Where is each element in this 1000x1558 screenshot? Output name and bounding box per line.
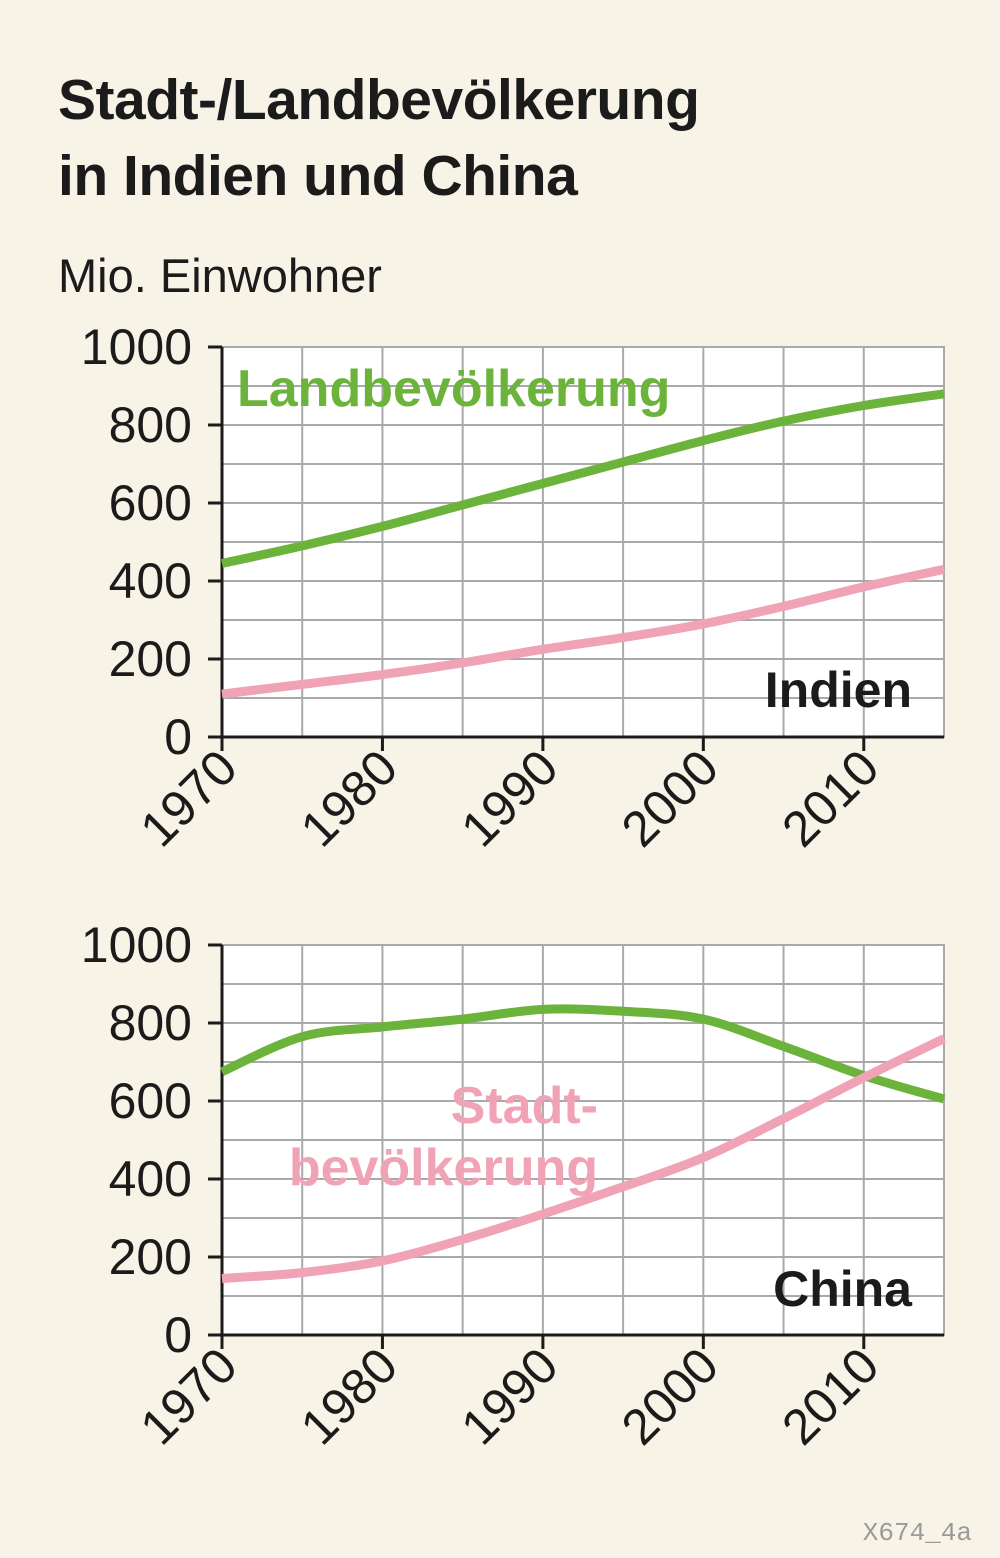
y-tick-label: 0 [164, 709, 192, 765]
series-line-stadt [221, 564, 945, 699]
y-tick-label: 200 [109, 1229, 192, 1285]
panel-label: China [773, 1261, 913, 1317]
x-tick-label: 1990 [450, 1337, 568, 1455]
y-tick-label: 200 [109, 631, 192, 687]
series-line-land [220, 1004, 946, 1104]
chart-title-line-1: Stadt-/Landbevölkerung [58, 68, 700, 132]
chart-title: Stadt-/Landbevölkerung in Indien und Chi… [58, 62, 700, 214]
x-tick-label: 1980 [290, 1337, 408, 1455]
y-tick-label: 400 [109, 1151, 192, 1207]
y-tick-label: 600 [109, 475, 192, 531]
series-label: bevölkerung [289, 1139, 598, 1197]
y-tick-label: 800 [109, 397, 192, 453]
series-line-land [221, 389, 945, 568]
series-label: Stadt- [451, 1077, 598, 1135]
panel-label: Indien [765, 662, 912, 718]
y-tick-label: 1000 [81, 917, 192, 973]
y-tick-label: 800 [109, 995, 192, 1051]
y-tick-label: 400 [109, 553, 192, 609]
y-tick-label: 1000 [81, 319, 192, 375]
unit-label: Mio. Einwohner [58, 249, 382, 302]
figure-code: X674_4a [862, 1518, 972, 1548]
x-tick-label: 2010 [771, 1337, 889, 1455]
y-tick-label: 600 [109, 1073, 192, 1129]
series-line-stadt [221, 1034, 946, 1283]
y-tick-label: 0 [164, 1307, 192, 1363]
x-tick-label: 2000 [611, 1337, 729, 1455]
chart-title-line-2: in Indien und China [58, 144, 578, 208]
series-label: Landbevölkerung [237, 360, 670, 418]
